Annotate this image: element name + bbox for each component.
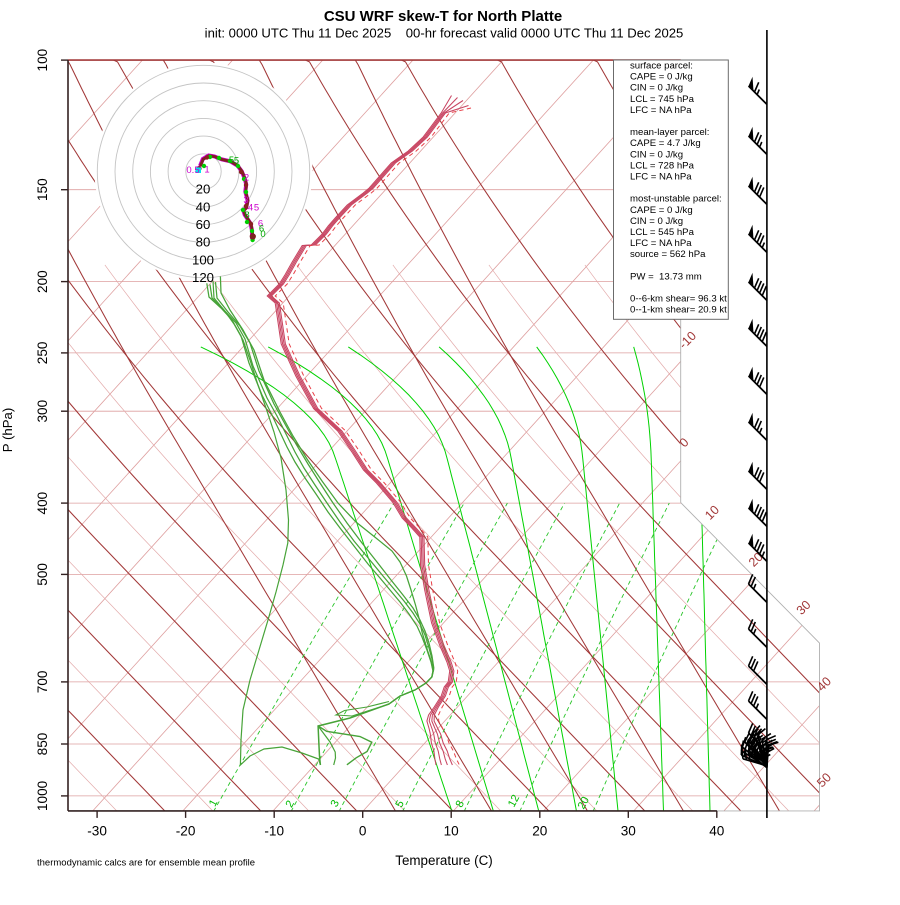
svg-text:P (hPa): P (hPa)	[0, 408, 15, 452]
svg-text:6: 6	[259, 224, 264, 235]
svg-text:400: 400	[35, 491, 50, 514]
svg-text:thermodynamic calcs are for en: thermodynamic calcs are for ensemble mea…	[37, 858, 255, 869]
svg-text:5: 5	[393, 799, 406, 810]
svg-text:mean-layer parcel:: mean-layer parcel:	[630, 127, 709, 138]
svg-text:CSU WRF skew-T for North Platt: CSU WRF skew-T for North Platte	[324, 8, 562, 25]
svg-text:300: 300	[35, 399, 50, 422]
svg-text:700: 700	[35, 670, 50, 693]
svg-text:init: 0000 UTC Thu 11 Dec 2025: init: 0000 UTC Thu 11 Dec 2025 00-hr for…	[205, 26, 684, 41]
svg-text:200: 200	[35, 270, 50, 293]
svg-text:CIN = 0 J/kg: CIN = 0 J/kg	[630, 149, 683, 160]
svg-text:8: 8	[244, 210, 249, 221]
svg-text:LFC = NA hPa: LFC = NA hPa	[630, 172, 692, 183]
svg-text:8: 8	[454, 799, 467, 810]
svg-text:40: 40	[196, 199, 211, 214]
svg-text:1: 1	[207, 798, 220, 809]
svg-text:LFC = NA hPa: LFC = NA hPa	[630, 238, 692, 249]
svg-text:PW = 13.73 mm: PW = 13.73 mm	[630, 271, 702, 282]
svg-text:0--1-km shear= 20.9 kt: 0--1-km shear= 20.9 kt	[630, 305, 727, 316]
svg-text:source = 562 hPa: source = 562 hPa	[630, 249, 706, 260]
svg-text:CAPE = 0 J/kg: CAPE = 0 J/kg	[630, 205, 693, 216]
svg-text:LCL = 545 hPa: LCL = 545 hPa	[630, 227, 695, 238]
svg-text:CAPE = 0 J/kg: CAPE = 0 J/kg	[630, 72, 693, 83]
svg-text:20: 20	[196, 182, 211, 197]
svg-text:1: 1	[204, 165, 209, 176]
svg-text:12: 12	[506, 793, 522, 809]
svg-text:-30: -30	[87, 824, 107, 839]
svg-text:0--6-km shear= 96.3 kt: 0--6-km shear= 96.3 kt	[630, 294, 727, 305]
svg-text:CIN = 0 J/kg: CIN = 0 J/kg	[630, 216, 683, 227]
svg-text:5: 5	[229, 155, 234, 166]
svg-text:3: 3	[329, 798, 342, 809]
svg-text:2: 2	[244, 173, 249, 184]
svg-text:120: 120	[192, 270, 214, 285]
svg-text:1000: 1000	[35, 780, 50, 811]
svg-text:most-unstable parcel:: most-unstable parcel:	[630, 194, 722, 205]
svg-text:0: 0	[260, 229, 265, 240]
svg-text:-10: -10	[264, 824, 284, 839]
svg-text:CIN = 0 J/kg: CIN = 0 J/kg	[630, 83, 683, 94]
svg-text:Temperature (C): Temperature (C)	[395, 853, 492, 868]
svg-text:30: 30	[621, 824, 637, 839]
svg-text:10: 10	[444, 824, 460, 839]
svg-text:500: 500	[35, 563, 50, 586]
svg-text:0: 0	[359, 824, 367, 839]
svg-text:5: 5	[254, 203, 259, 214]
svg-text:CAPE = 4.7 J/kg: CAPE = 4.7 J/kg	[630, 138, 701, 149]
svg-text:5: 5	[234, 156, 239, 167]
svg-text:100: 100	[192, 252, 214, 267]
svg-text:LFC = NA hPa: LFC = NA hPa	[630, 105, 692, 116]
svg-text:4: 4	[248, 203, 253, 214]
svg-text:6: 6	[258, 219, 263, 230]
svg-text:80: 80	[196, 235, 211, 250]
svg-text:20: 20	[576, 795, 592, 811]
svg-text:surface parcel:: surface parcel:	[630, 61, 693, 72]
svg-text:60: 60	[196, 217, 211, 232]
svg-text:250: 250	[35, 341, 50, 364]
svg-text:850: 850	[35, 732, 50, 755]
svg-text:2: 2	[284, 799, 297, 810]
svg-text:LCL = 728 hPa: LCL = 728 hPa	[630, 160, 695, 171]
svg-text:3: 3	[243, 195, 248, 206]
svg-text:0.5: 0.5	[186, 165, 199, 176]
svg-text:-20: -20	[176, 824, 196, 839]
svg-text:40: 40	[709, 824, 725, 839]
svg-text:150: 150	[35, 178, 50, 201]
svg-text:LCL = 745 hPa: LCL = 745 hPa	[630, 94, 695, 105]
svg-text:100: 100	[35, 48, 50, 71]
svg-text:20: 20	[532, 824, 548, 839]
